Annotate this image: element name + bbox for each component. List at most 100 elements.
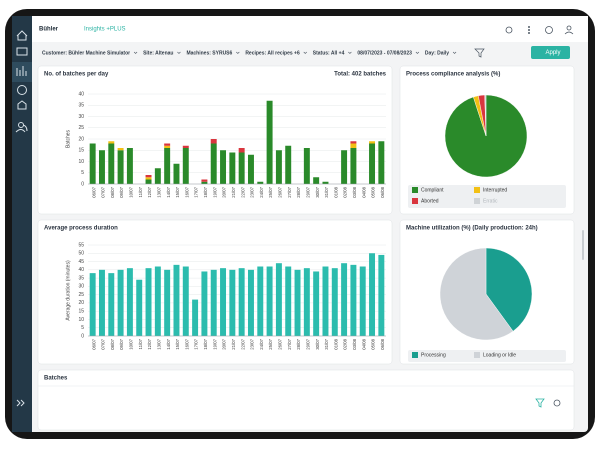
top-bar	[32, 16, 588, 42]
legend-label: Interrupted	[483, 187, 507, 193]
x-tick-label: 02/08	[343, 186, 348, 197]
user-icon[interactable]	[566, 25, 572, 31]
x-tick-label: 27/07	[287, 338, 292, 349]
clear-filter-icon[interactable]	[474, 48, 485, 58]
panel-title: Batches	[44, 376, 68, 382]
bar-segment	[341, 150, 348, 184]
y-tick-label: 5	[81, 325, 84, 331]
menu-dot[interactable]	[528, 25, 531, 28]
x-tick-label: 26/07	[278, 186, 283, 197]
filter[interactable]: Customer: Bühler Machine Simulator	[42, 50, 130, 56]
bar	[145, 268, 152, 336]
bar-segment	[210, 143, 217, 184]
x-tick-label: 20/07	[222, 338, 227, 349]
panel-title: Machine utilization (%) (Daily productio…	[406, 226, 538, 232]
x-tick-label: 17/07	[194, 186, 199, 197]
bar	[220, 268, 227, 336]
bar	[89, 273, 96, 336]
x-tick-label: 15/07	[175, 186, 180, 197]
recipes-icon[interactable]	[17, 100, 27, 110]
settings-icon[interactable]	[553, 399, 561, 407]
x-tick-label: 06/08	[380, 186, 385, 197]
bar	[154, 266, 161, 336]
bar	[164, 269, 171, 336]
chevron	[177, 51, 181, 54]
x-tick-label: 23/07	[250, 338, 255, 349]
filter[interactable]: Day: Daily	[425, 50, 449, 56]
bar-segment	[126, 148, 133, 184]
bar	[108, 273, 115, 336]
x-tick-label: 08/07	[110, 338, 115, 349]
bar-segment	[182, 148, 189, 184]
x-tick-label: 16/07	[184, 186, 189, 197]
x-tick-label: 09/07	[119, 186, 124, 197]
x-tick-label: 21/07	[231, 338, 236, 349]
y-axis-label: Batches	[65, 129, 71, 148]
filter[interactable]: Site: Altenau	[143, 50, 173, 56]
bar-segment	[182, 145, 189, 148]
filter[interactable]: Machines: SYRUS6	[186, 50, 232, 56]
x-tick-label: 28/07	[296, 338, 301, 349]
legend-label: Aborted	[421, 198, 439, 204]
x-tick-label: 05/08	[371, 186, 376, 197]
legend-label: Erratic	[483, 198, 498, 204]
menu-dot	[528, 32, 531, 35]
home-icon[interactable]	[16, 30, 28, 41]
bar-segment	[173, 163, 180, 184]
x-tick-label: 28/07	[296, 186, 301, 197]
x-tick-label: 11/07	[138, 186, 143, 197]
bar	[275, 263, 282, 336]
bar-segment	[154, 168, 161, 184]
expand-icon[interactable]	[16, 399, 25, 407]
x-tick-label: 21/07	[231, 186, 236, 197]
bar	[378, 254, 385, 336]
x-tick-label: 18/07	[203, 338, 208, 349]
sync-icon[interactable]	[505, 26, 513, 34]
bar-segment	[145, 179, 152, 184]
y-tick-label: 10	[78, 317, 84, 323]
alerts-icon[interactable]	[17, 85, 27, 95]
x-tick-label: 11/07	[138, 338, 143, 349]
bar-segment	[108, 141, 115, 144]
filter-icon[interactable]	[535, 398, 545, 408]
bar-segment	[229, 152, 236, 184]
bar	[173, 264, 180, 336]
x-tick-label: 14/07	[166, 338, 171, 349]
pie-slice	[485, 247, 533, 332]
filter[interactable]: 08/07/2023 - 07/08/2023	[357, 50, 412, 56]
x-tick-label: 22/07	[240, 186, 245, 197]
machines-icon[interactable]	[16, 47, 28, 56]
x-tick-label: 03/08	[352, 338, 357, 349]
bar	[192, 299, 199, 336]
x-tick-label: 12/07	[147, 186, 152, 197]
apply-button[interactable]	[531, 46, 570, 59]
x-tick-label: 27/07	[287, 186, 292, 197]
y-tick-label: 10	[78, 159, 84, 165]
bar-segment	[220, 150, 227, 184]
filter[interactable]: Status: All +4	[313, 50, 345, 56]
x-tick-label: 08/07	[110, 186, 115, 197]
bar-segment	[313, 177, 320, 184]
bar-segment	[247, 154, 254, 184]
bar	[201, 271, 208, 336]
batches-panel	[37, 369, 575, 431]
bar-segment	[350, 148, 357, 184]
x-tick-label: 30/07	[315, 338, 320, 349]
x-tick-label: 13/07	[156, 186, 161, 197]
filter[interactable]: Recipes: All recipes +6	[245, 50, 300, 56]
sidebar-active	[12, 62, 32, 82]
analytics-icon[interactable]	[16, 66, 27, 76]
y-tick-label: 35	[78, 275, 84, 281]
apply-label[interactable]: Apply	[545, 50, 560, 56]
y-tick-label: 20	[78, 136, 84, 142]
bar-segment	[145, 177, 152, 180]
x-tick-label: 26/07	[278, 338, 283, 349]
bar-segment	[369, 143, 376, 184]
y-tick-label: 55	[78, 242, 84, 248]
bar	[257, 266, 264, 336]
logo-suffix: Insights +PLUS	[84, 27, 126, 33]
bar-segment	[322, 181, 329, 184]
legend-label: Processing	[421, 352, 446, 358]
x-tick-label: 01/08	[333, 338, 338, 349]
help-icon[interactable]	[545, 26, 553, 34]
